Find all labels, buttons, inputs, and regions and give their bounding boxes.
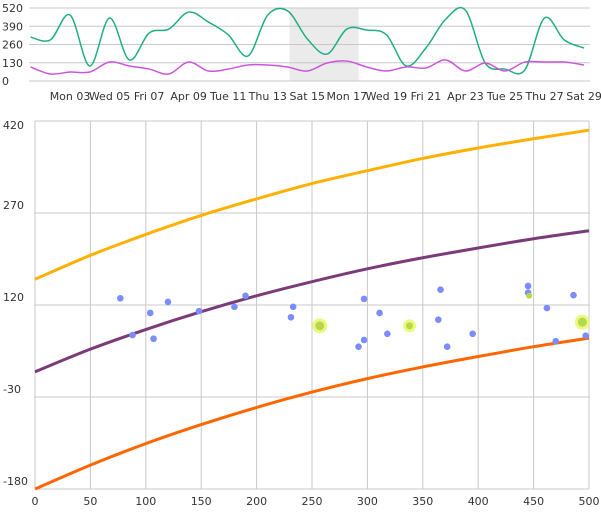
top-x-tick-label: Sat 15: [290, 90, 326, 103]
highlight-point: [315, 321, 325, 331]
top-x-tick-label: Fri 21: [411, 90, 442, 103]
top-x-tick-label: Tue 11: [209, 90, 246, 103]
bottom-x-tick-label: 250: [302, 495, 323, 508]
bottom-x-tick-label: 150: [191, 495, 212, 508]
bottom-y-tick-label: -180: [3, 475, 28, 488]
top-y-tick-label: 0: [2, 75, 9, 88]
bottom-x-tick-label: 500: [579, 495, 600, 508]
bottom-y-tick-label: 120: [3, 291, 24, 304]
bottom-x-tick-label: 0: [32, 495, 39, 508]
scatter-point: [437, 286, 444, 293]
scatter-point: [543, 304, 551, 312]
scatter-point: [570, 291, 577, 299]
bottom-x-tick-label: 50: [83, 495, 97, 508]
top-x-tick-label: Tue 25: [486, 90, 523, 103]
scatter-point: [117, 294, 124, 302]
top-series-line-0: [30, 6, 585, 75]
highlight-point: [406, 322, 414, 330]
scatter-point: [384, 330, 391, 338]
scatter-point: [150, 335, 157, 343]
highlight-point: [577, 317, 587, 327]
bottom-y-tick-label: -30: [3, 383, 21, 396]
top-x-tick-label: Sat 29: [566, 90, 601, 103]
scatter-point: [435, 316, 442, 324]
bottom-y-tick-label: 420: [3, 119, 24, 132]
scatter-point: [376, 309, 383, 317]
top-x-tick-label: Apr 09: [170, 90, 207, 103]
top-x-tick-label: Thu 27: [524, 90, 563, 103]
scatter-point: [360, 336, 368, 344]
scatter-point: [129, 331, 136, 339]
scatter-point: [289, 303, 297, 311]
bottom-y-tick-label: 270: [3, 199, 24, 212]
scatter-point: [242, 292, 249, 300]
bottom-x-tick-label: 350: [412, 495, 433, 508]
scatter-point: [552, 337, 560, 345]
bottom-x-tick-label: 450: [523, 495, 544, 508]
top-y-tick-label: 260: [2, 39, 23, 52]
bottom-curve-2: [34, 336, 590, 491]
scatter-point: [524, 282, 532, 290]
top-x-tick-label: Wed 19: [366, 90, 407, 103]
scatter-point: [443, 343, 451, 351]
bottom-x-tick-label: 400: [468, 495, 489, 508]
scatter-point: [287, 313, 295, 321]
bottom-curve-0: [34, 128, 590, 281]
top-y-tick-label: 390: [2, 20, 23, 33]
scatter-point: [164, 298, 172, 306]
top-x-tick-label: Apr 23: [447, 90, 484, 103]
top-y-tick-label: 520: [2, 2, 23, 15]
scatter-point: [582, 332, 589, 339]
bottom-x-tick-label: 200: [246, 495, 267, 508]
scatter-point: [146, 309, 154, 317]
top-x-tick-label: Mon 17: [326, 90, 367, 103]
top-x-tick-label: Wed 05: [89, 90, 130, 103]
scatter-point: [360, 295, 368, 303]
top-y-tick-label: 130: [2, 57, 23, 70]
top-x-tick-label: Mon 03: [50, 90, 91, 103]
top-x-tick-label: Thu 13: [248, 90, 287, 103]
bottom-x-tick-label: 300: [357, 495, 378, 508]
scatter-point: [469, 330, 476, 338]
top-x-tick-label: Fri 07: [134, 90, 165, 103]
top-series-line-1: [30, 59, 585, 75]
scatter-point: [355, 343, 362, 351]
scatter-point: [231, 303, 238, 311]
highlight-point: [526, 292, 533, 299]
scatter-point: [195, 307, 203, 315]
bottom-x-tick-label: 100: [135, 495, 156, 508]
